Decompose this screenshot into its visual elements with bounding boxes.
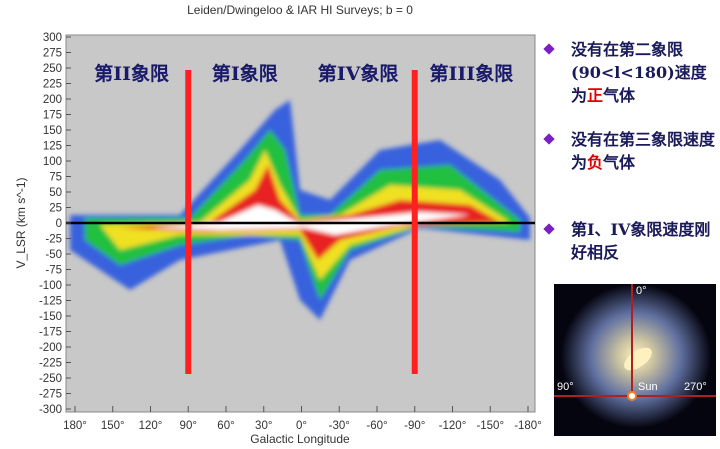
milky-way-inset: 0° 90° Sun 270° bbox=[554, 284, 716, 436]
x-tick-label: 90° bbox=[180, 420, 197, 432]
y-tick-label: 100 bbox=[43, 156, 62, 168]
x-tick-label: 30° bbox=[255, 420, 272, 432]
quadrant-dividers bbox=[185, 70, 418, 374]
quadrant-divider bbox=[411, 70, 418, 374]
chart-title: Leiden/Dwingeloo & IAR HI Surveys; b = 0 bbox=[187, 3, 413, 17]
label-90-deg: 90° bbox=[557, 381, 574, 393]
y-tick-label: 150 bbox=[43, 125, 62, 137]
x-tick-label: 180° bbox=[63, 420, 87, 432]
y-tick-label: -250 bbox=[39, 373, 62, 385]
y-tick-label: -225 bbox=[39, 358, 62, 370]
x-axis: 180° 150° 120° 90° 60° 30° 0° -30° -60° -90° -120°… bbox=[63, 406, 542, 432]
x-tick-label: 120° bbox=[139, 420, 163, 432]
x-tick-label: -60° bbox=[366, 420, 387, 432]
quadrant-label: 第IV象限 bbox=[318, 62, 399, 85]
y-tick-label: 0 bbox=[56, 218, 62, 230]
label-270-deg: 270° bbox=[684, 381, 707, 393]
y-tick-label: 300 bbox=[43, 32, 62, 44]
x-tick-label: -90° bbox=[404, 420, 425, 432]
bullet-highlight: 正 bbox=[587, 86, 604, 105]
y-tick-label: 175 bbox=[43, 110, 62, 122]
bullet-2: 没有在第三象限速度为负气体 bbox=[543, 128, 720, 174]
bullet-text-end: 气体 bbox=[603, 86, 636, 105]
y-tick-label: 200 bbox=[43, 94, 62, 106]
bullet-1: 没有在第二象限(90<l<180)速度为正气体 bbox=[543, 38, 720, 107]
bullet-3: 第I、IV象限速度刚好相反 bbox=[543, 218, 720, 264]
diamond-bullet-icon bbox=[543, 133, 555, 145]
label-sun: Sun bbox=[638, 381, 658, 393]
quadrant-label: 第III象限 bbox=[430, 62, 514, 85]
x-tick-label: 150° bbox=[101, 420, 125, 432]
y-tick-label: 75 bbox=[49, 172, 62, 184]
y-tick-label: -300 bbox=[39, 404, 62, 416]
x-tick-label: 60° bbox=[217, 420, 234, 432]
lv-diagram: Leiden/Dwingeloo & IAR HI Surveys; b = 0… bbox=[14, 3, 542, 446]
y-tick-label: -200 bbox=[39, 342, 62, 354]
bullet-text: 第I、IV象限速度刚好相反 bbox=[571, 220, 711, 262]
y-tick-label: 25 bbox=[49, 203, 62, 215]
y-tick-label: -50 bbox=[45, 249, 62, 261]
quadrant-label: 第II象限 bbox=[94, 62, 169, 85]
y-axis-label: V_LSR (km s^-1) bbox=[14, 178, 28, 269]
y-tick-label: 250 bbox=[43, 63, 62, 75]
y-axis: 3002752502252001751501251007550250-25-50… bbox=[39, 32, 71, 416]
y-tick-label: 50 bbox=[49, 187, 62, 199]
x-axis-label: Galactic Longitude bbox=[250, 432, 350, 446]
y-tick-label: -100 bbox=[39, 280, 62, 292]
x-tick-label: -120° bbox=[439, 420, 467, 432]
bullet-highlight: 负 bbox=[587, 153, 604, 172]
bullet-text: 没有在第三象限速度为 bbox=[571, 130, 716, 172]
y-tick-label: 125 bbox=[43, 141, 62, 153]
label-0-deg: 0° bbox=[636, 285, 647, 297]
y-tick-label: -75 bbox=[45, 265, 62, 277]
y-tick-label: 225 bbox=[43, 79, 62, 91]
bullet-text-end: 气体 bbox=[603, 153, 636, 172]
sun-marker bbox=[627, 391, 637, 401]
bullet-text: 没有在第二象限(90<l<180)速度为 bbox=[571, 40, 707, 105]
y-tick-label: 275 bbox=[43, 48, 62, 60]
y-tick-label: -175 bbox=[39, 327, 62, 339]
x-tick-label: -30° bbox=[329, 420, 350, 432]
quadrant-divider bbox=[185, 70, 192, 374]
x-tick-label: -180° bbox=[514, 420, 542, 432]
y-tick-label: -150 bbox=[39, 311, 62, 323]
y-tick-label: -25 bbox=[45, 234, 62, 246]
diamond-bullet-icon bbox=[543, 43, 555, 55]
quadrant-label: 第I象限 bbox=[212, 62, 278, 85]
diamond-bullet-icon bbox=[543, 223, 555, 235]
x-tick-label: -150° bbox=[476, 420, 504, 432]
quadrant-labels: 第II象限 第I象限 第IV象限 第III象限 bbox=[94, 62, 513, 85]
x-tick-label: 0° bbox=[296, 420, 307, 432]
y-tick-label: -275 bbox=[39, 389, 62, 401]
y-tick-label: -125 bbox=[39, 296, 62, 308]
